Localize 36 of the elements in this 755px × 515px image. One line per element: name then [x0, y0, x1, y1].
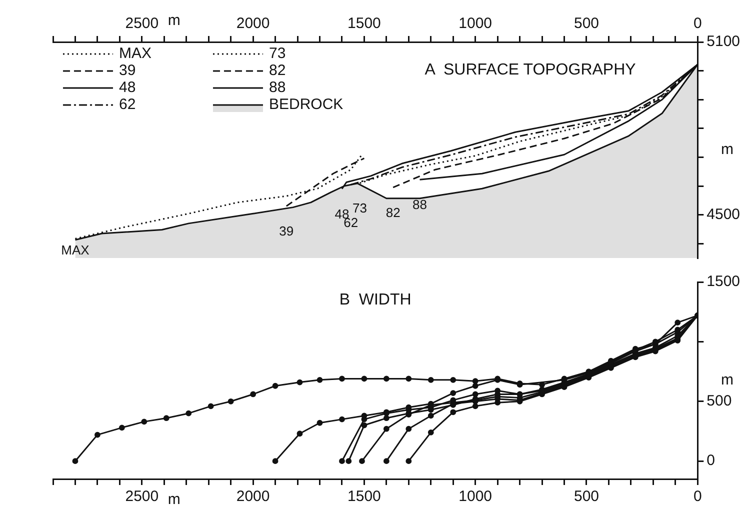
x-tick-label: 1500: [348, 488, 381, 506]
legend-label: BEDROCK: [269, 96, 344, 114]
annotation: MAX: [61, 242, 90, 258]
legend-label: 48: [119, 79, 136, 96]
x-tick-label: 1000: [458, 488, 492, 506]
y-tick-label: 0: [706, 452, 715, 470]
annotation: 88: [412, 197, 428, 212]
legend-label: 88: [269, 79, 286, 96]
legend-label: MAX: [119, 45, 152, 62]
x-tick-label: 500: [574, 15, 600, 32]
x-tick-label: 2500: [125, 488, 159, 506]
x-tick-label: 2500: [125, 15, 159, 32]
x-tick-label: 2000: [236, 488, 270, 506]
legend-label: 73: [269, 45, 286, 62]
x-tick-label: 2000: [236, 15, 270, 32]
x-axis-title: m: [168, 12, 180, 30]
x-tick-label: 1500: [348, 15, 381, 32]
x-axis-title: m: [168, 491, 180, 508]
y-axis-title: m: [721, 372, 734, 389]
legend-label: 82: [269, 62, 286, 80]
x-tick-label: 0: [693, 15, 702, 32]
text: B WIDTH: [339, 291, 412, 308]
y-tick-label: 500: [706, 392, 732, 410]
annotation: 73: [352, 200, 367, 216]
y-axis-title: m: [721, 141, 734, 158]
x-tick-label: 1000: [458, 15, 492, 32]
annotation: 82: [386, 205, 400, 220]
y-tick-label: 1500: [706, 273, 740, 290]
y-tick-label: 5100: [706, 33, 740, 50]
x-tick-label: 500: [574, 488, 600, 506]
annotation: 39: [279, 224, 294, 239]
legend-label: 39: [119, 62, 136, 80]
x-tick-label: 0: [693, 488, 702, 506]
legend-label: 62: [119, 96, 136, 114]
text: A SURFACE TOPOGRAPHY: [424, 61, 636, 78]
y-tick-label: 4500: [706, 206, 740, 223]
